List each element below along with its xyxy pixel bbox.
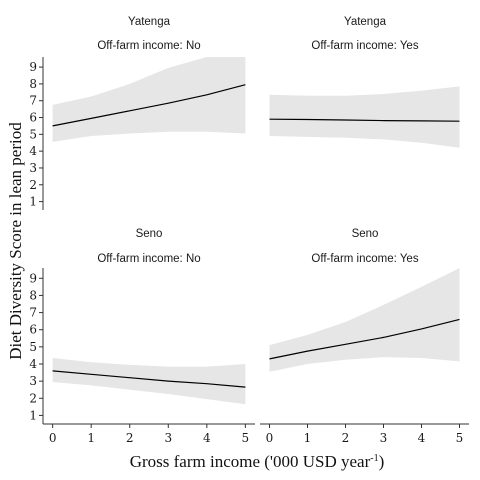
x-tick-label: 5 <box>242 431 250 445</box>
y-tick-label: 9 <box>29 271 37 285</box>
x-axis-title: Gross farm income ('000 USD year-1) <box>130 452 385 471</box>
y-tick-label: 4 <box>29 144 37 158</box>
fitted-line <box>269 118 460 122</box>
x-axis-title-superscript: -1 <box>370 453 378 464</box>
x-tick-label: 2 <box>342 431 350 445</box>
strip-condition-label: Off-farm income: Yes <box>311 40 418 52</box>
x-axis-title-close: ) <box>379 452 385 471</box>
strip-region-label: Seno <box>136 228 163 240</box>
strip-condition-label: Off-farm income: No <box>97 40 200 52</box>
x-tick-label: 1 <box>87 431 95 445</box>
y-tick-label: 7 <box>29 94 37 108</box>
strip-region-label: Yatenga <box>128 16 171 28</box>
confidence-band <box>52 358 246 405</box>
x-tick-label: 2 <box>126 431 134 445</box>
strip-region-label: Seno <box>352 228 379 240</box>
y-axis-title: Diet Diversity Score in lean period <box>6 122 25 360</box>
fitted-line <box>52 370 246 388</box>
y-tick-label: 2 <box>29 178 37 192</box>
y-tick-label: 1 <box>29 195 37 209</box>
y-tick-label: 5 <box>29 127 37 141</box>
x-tick-label: 0 <box>49 431 57 445</box>
x-tick-label: 3 <box>164 431 172 445</box>
y-tick-label: 9 <box>29 60 37 74</box>
y-tick-label: 3 <box>29 374 37 388</box>
fitted-line <box>269 318 460 360</box>
y-tick-label: 5 <box>29 340 37 354</box>
panel-yatenga-offfarm-no: Yatenga Off-farm income: No <box>52 16 246 142</box>
panel-yatenga-offfarm-yes: Yatenga Off-farm income: Yes <box>269 16 460 148</box>
strip-condition-label: Off-farm income: Yes <box>311 253 418 265</box>
y-tick-label: 8 <box>29 288 37 302</box>
x-tick-label: 4 <box>418 431 426 445</box>
confidence-band <box>269 86 460 148</box>
x-tick-label: 5 <box>456 431 464 445</box>
x-axis-title-main: Gross farm income ('000 USD year <box>130 452 371 471</box>
confidence-band <box>52 57 246 142</box>
x-tick-label: 1 <box>304 431 312 445</box>
strip-region-label: Yatenga <box>344 16 387 28</box>
x-tick-label: 4 <box>203 431 211 445</box>
y-tick-label: 2 <box>29 391 37 405</box>
y-tick-label: 6 <box>29 111 37 125</box>
confidence-band <box>269 268 460 372</box>
y-tick-label: 7 <box>29 306 37 320</box>
x-tick-label: 3 <box>380 431 388 445</box>
y-tick-label: 8 <box>29 77 37 91</box>
y-tick-label: 3 <box>29 161 37 175</box>
fitted-line <box>52 84 246 127</box>
y-tick-label: 6 <box>29 323 37 337</box>
x-tick-label: 0 <box>266 431 274 445</box>
panel-seno-offfarm-no: Seno Off-farm income: No <box>52 228 246 405</box>
strip-condition-label: Off-farm income: No <box>97 253 200 265</box>
y-tick-label: 1 <box>29 408 37 422</box>
y-tick-label: 4 <box>29 357 37 371</box>
panel-seno-offfarm-yes: Seno Off-farm income: Yes <box>269 228 460 372</box>
